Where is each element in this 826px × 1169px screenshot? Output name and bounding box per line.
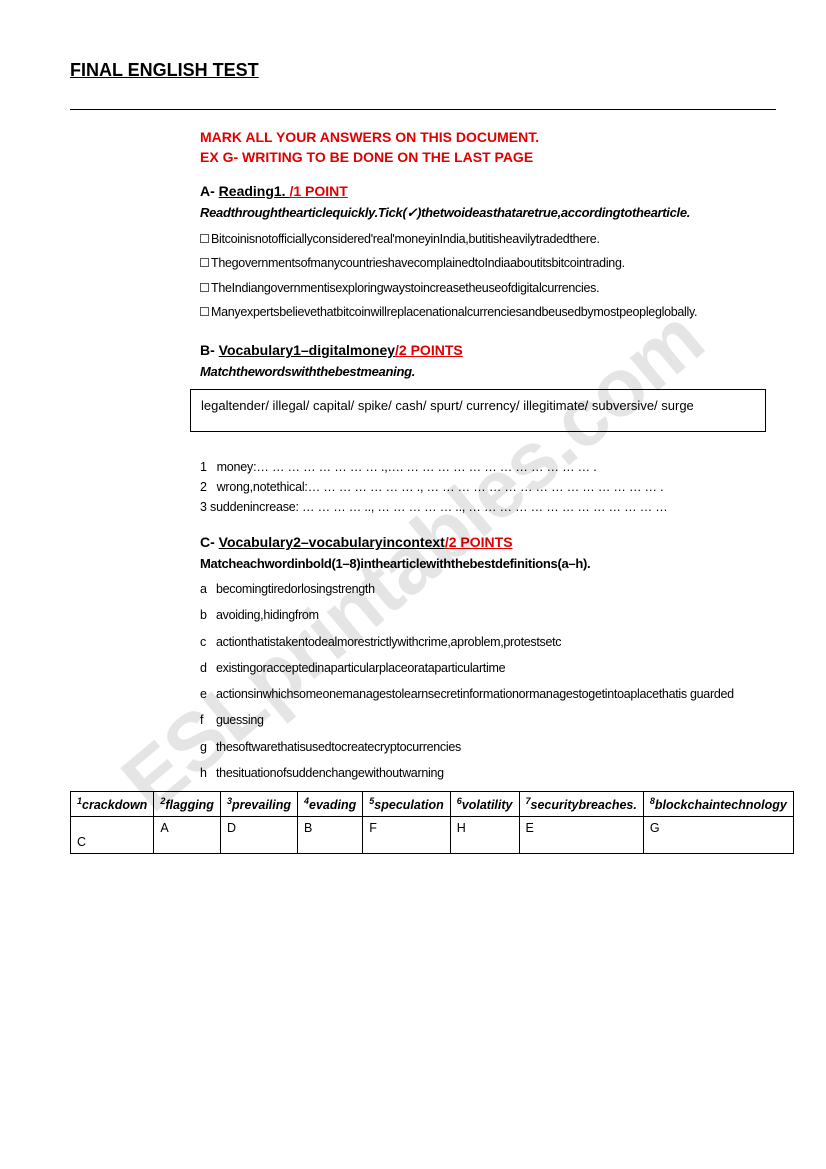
instruction-line-2: EX G- WRITING TO BE DONE ON THE LAST PAG… xyxy=(200,149,533,165)
def-text: becomingtiredorlosingstrength xyxy=(216,582,375,596)
table-header: 8blockchaintechnology xyxy=(643,792,793,817)
section-c-points: /2 POINTS xyxy=(445,534,513,550)
instruction-line-1: MARK ALL YOUR ANSWERS ON THIS DOCUMENT. xyxy=(200,129,539,145)
answer-cell[interactable]: F xyxy=(363,817,450,854)
def-letter: d xyxy=(200,660,216,676)
header-word: volatility xyxy=(462,798,513,812)
answer-cell[interactable]: A xyxy=(154,817,221,854)
checkbox-icon[interactable] xyxy=(200,307,209,316)
header-word: prevailing xyxy=(232,798,291,812)
header-word: crackdown xyxy=(82,798,147,812)
line-label: money: xyxy=(217,460,257,474)
table-header: 2flagging xyxy=(154,792,221,817)
fill-line: 1 money:… … … … … … … … .,…. … … … … … …… xyxy=(200,460,776,474)
option-text: Bitcoinisnotofficiallyconsidered'real'mo… xyxy=(211,232,600,246)
answer-cell[interactable]: D xyxy=(220,817,297,854)
definition-row: abecomingtiredorlosingstrength xyxy=(200,581,776,597)
header-word: securitybreaches. xyxy=(531,798,637,812)
def-text: actionsinwhichsomeonemanagestolearnsecre… xyxy=(216,687,734,701)
option-row: Manyexpertsbelievethatbitcoinwillreplace… xyxy=(200,304,776,320)
answer-cell[interactable]: G xyxy=(643,817,793,854)
option-text: TheIndiangovernmentisexploringwaystoincr… xyxy=(211,281,599,295)
line-dots[interactable]: … … … … … … … … .,…. … … … … … … … … … …… xyxy=(256,460,596,474)
option-row: Bitcoinisnotofficiallyconsidered'real'mo… xyxy=(200,231,776,247)
line-number: 2 xyxy=(200,480,207,494)
def-text: thesoftwarethatisusedtocreatecryptocurre… xyxy=(216,740,461,754)
table-header: 4evading xyxy=(298,792,363,817)
section-b-subhead: Matchthewordswiththebestmeaning. xyxy=(200,364,776,379)
table-header: 5speculation xyxy=(363,792,450,817)
definition-row: cactionthatistakentodealmorestrictlywith… xyxy=(200,634,776,650)
line-dots[interactable]: … … … … .., … … … … … .., … … … … … … … … xyxy=(299,500,668,514)
def-text: avoiding,hidingfrom xyxy=(216,608,319,622)
def-text: guessing xyxy=(216,713,264,727)
section-a-title: Reading1. xyxy=(219,183,290,199)
section-b-title: Vocabulary1–digitalmoney xyxy=(219,342,395,358)
def-text: thesituationofsuddenchangewithoutwarning xyxy=(216,766,444,780)
section-b-letter: B- xyxy=(200,342,219,358)
fill-line: 3 suddenincrease: … … … … .., … … … … … … xyxy=(200,500,776,514)
section-a-letter: A- xyxy=(200,183,219,199)
answer-cell[interactable]: E xyxy=(519,817,643,854)
definition-row: gthesoftwarethatisusedtocreatecryptocurr… xyxy=(200,739,776,755)
line-dots[interactable]: … … … … … … … ., … … … … … … … … … … … …… xyxy=(308,480,664,494)
definition-row: eactionsinwhichsomeonemanagestolearnsecr… xyxy=(200,686,776,702)
table-header: 1crackdown xyxy=(71,792,154,817)
def-text: actionthatistakentodealmorestrictlywithc… xyxy=(216,635,561,649)
header-word: flagging xyxy=(165,798,214,812)
def-letter: e xyxy=(200,686,216,702)
instructions: MARK ALL YOUR ANSWERS ON THIS DOCUMENT. … xyxy=(200,128,776,167)
table-header-row: 1crackdown 2flagging 3prevailing 4evadin… xyxy=(71,792,794,817)
def-letter: b xyxy=(200,607,216,623)
option-row: Thegovernmentsofmanycountrieshavecomplai… xyxy=(200,255,776,271)
def-letter: h xyxy=(200,765,216,781)
def-letter: a xyxy=(200,581,216,597)
option-row: TheIndiangovernmentisexploringwaystoincr… xyxy=(200,280,776,296)
option-text: Manyexpertsbelievethatbitcoinwillreplace… xyxy=(211,305,697,319)
header-word: speculation xyxy=(374,798,443,812)
checkbox-icon[interactable] xyxy=(200,283,209,292)
answer-cell[interactable]: B xyxy=(298,817,363,854)
def-text: existingoracceptedinaparticularplaceorat… xyxy=(216,661,505,675)
match-table: 1crackdown 2flagging 3prevailing 4evadin… xyxy=(70,791,794,854)
line-number: 3 xyxy=(200,500,207,514)
definition-row: fguessing xyxy=(200,712,776,728)
checkbox-icon[interactable] xyxy=(200,234,209,243)
section-a-points: /1 POINT xyxy=(289,183,347,199)
document-title: FINAL ENGLISH TEST xyxy=(70,60,776,81)
word-box: legaltender/ illegal/ capital/ spike/ ca… xyxy=(190,389,766,432)
divider xyxy=(70,109,776,110)
line-number: 1 xyxy=(200,460,207,474)
def-letter: f xyxy=(200,712,216,728)
answer-cell[interactable]: C xyxy=(71,817,154,854)
section-b-heading: B- Vocabulary1–digitalmoney/2 POINTS xyxy=(200,342,776,358)
checkbox-icon[interactable] xyxy=(200,258,209,267)
section-a-heading: A- Reading1. /1 POINT xyxy=(200,183,776,199)
section-c-subhead: Matcheachwordinbold(1–8)inthearticlewith… xyxy=(200,556,776,571)
answer-cell[interactable]: H xyxy=(450,817,519,854)
definition-row: bavoiding,hidingfrom xyxy=(200,607,776,623)
line-label: suddenincrease: xyxy=(210,500,299,514)
line-label: wrong,notethical: xyxy=(217,480,308,494)
section-a-subhead: Readthroughthearticlequickly.Tick(✓)thet… xyxy=(200,205,776,221)
def-letter: g xyxy=(200,739,216,755)
fill-line: 2 wrong,notethical:… … … … … … … ., … … … xyxy=(200,480,776,494)
option-text: Thegovernmentsofmanycountrieshavecomplai… xyxy=(211,256,625,270)
table-header: 7securitybreaches. xyxy=(519,792,643,817)
definition-row: dexistingoracceptedinaparticularplaceora… xyxy=(200,660,776,676)
table-header: 6volatility xyxy=(450,792,519,817)
section-c-heading: C- Vocabulary2–vocabularyincontext/2 POI… xyxy=(200,534,776,550)
section-b-points: /2 POINTS xyxy=(395,342,463,358)
content-area: MARK ALL YOUR ANSWERS ON THIS DOCUMENT. … xyxy=(70,128,776,781)
def-letter: c xyxy=(200,634,216,650)
header-word: evading xyxy=(309,798,356,812)
table-answer-row: C A D B F H E G xyxy=(71,817,794,854)
header-word: blockchaintechnology xyxy=(655,798,787,812)
table-header: 3prevailing xyxy=(220,792,297,817)
section-c-letter: C- xyxy=(200,534,219,550)
definition-row: hthesituationofsuddenchangewithoutwarnin… xyxy=(200,765,776,781)
section-c-title: Vocabulary2–vocabularyincontext xyxy=(219,534,445,550)
